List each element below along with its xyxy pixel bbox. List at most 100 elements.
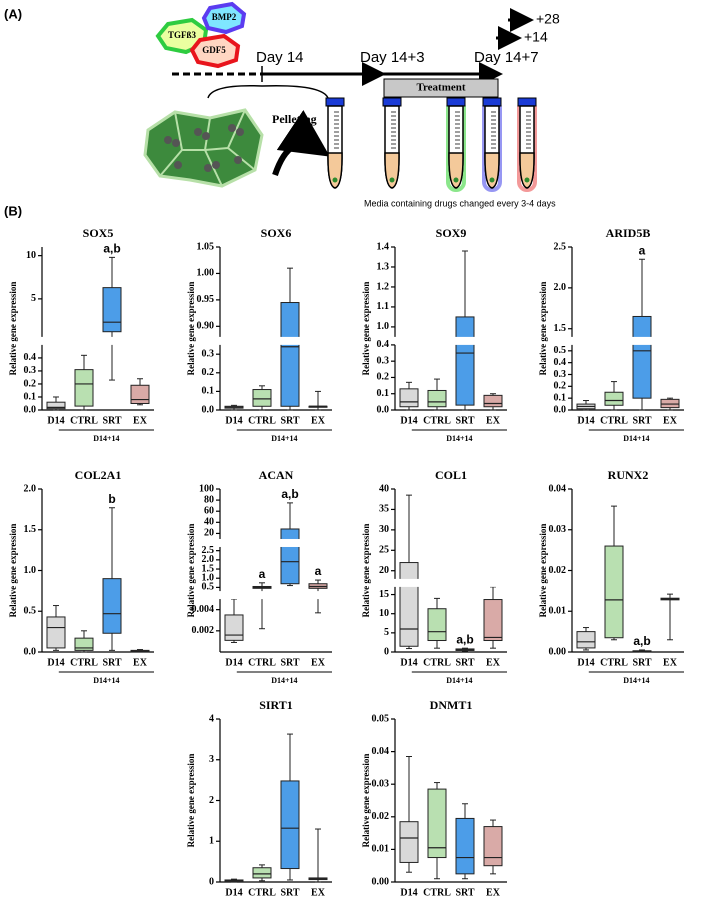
y-axis-label: Relative gene expression: [186, 524, 196, 618]
x-tick-label: CTRL: [70, 415, 98, 426]
box: [427, 788, 447, 859]
y-axis-label: Relative gene expression: [538, 282, 548, 376]
y-tick-label: 0.0: [377, 404, 390, 415]
y-tick-label: 0.95: [197, 294, 215, 305]
y-tick-label: 0.04: [372, 746, 390, 757]
y-tick-label: 0.00: [372, 876, 390, 887]
box: [46, 401, 66, 410]
x-tick-label: D14: [47, 657, 64, 668]
factor-label: TGFß3: [168, 30, 197, 40]
tube: [446, 97, 466, 189]
box: [130, 384, 150, 404]
y-tick-label: 0.3: [377, 355, 390, 366]
note: Media containing drugs changed every 3-4…: [364, 198, 556, 208]
cells: [143, 108, 264, 188]
y-axis-label: Relative gene expression: [186, 282, 196, 376]
box: [280, 528, 300, 585]
panel-label: (B): [4, 203, 22, 218]
y-tick-label: 0.1: [554, 392, 567, 403]
x-tick-label: EX: [311, 887, 326, 898]
tube: [325, 97, 345, 189]
y-tick-label: 80: [204, 494, 214, 505]
x-tick-label: D14: [577, 415, 594, 426]
y-axis-label: Relative gene expression: [361, 282, 371, 376]
y-tick-label: 1.2: [377, 281, 390, 292]
x-tick-label: D14: [47, 415, 64, 426]
y-tick-label: 0.02: [549, 565, 567, 576]
y-tick-label: 15: [379, 589, 389, 600]
x-tick-label: SRT: [280, 887, 299, 898]
x-tick-label: CTRL: [423, 887, 451, 898]
y-tick-label: 1.0: [24, 565, 37, 576]
y-tick-label: 40: [379, 483, 389, 494]
timepoint: Day 14+7: [474, 49, 539, 66]
y-tick-label: 0.1: [202, 386, 215, 397]
factor-label: GDF5: [202, 45, 226, 55]
box: [483, 599, 503, 642]
tube: [382, 97, 402, 189]
chart-title: ARID5B: [606, 226, 651, 240]
box: [399, 562, 419, 647]
box: [632, 315, 652, 399]
y-tick-label: 2: [209, 795, 214, 806]
y-tick-label: 0.5: [554, 345, 567, 356]
x-tick-label: D14: [225, 657, 242, 668]
panel-label: (A): [4, 6, 22, 21]
chart-title: SOX6: [261, 226, 292, 240]
axis-break: [221, 591, 333, 600]
x-tick-label: SRT: [102, 657, 121, 668]
chart-title: DNMT1: [430, 698, 473, 712]
y-tick-label: 10: [379, 608, 389, 619]
axis-break: [221, 538, 333, 547]
pelleting-arrow: [272, 110, 330, 176]
y-tick-label: 0.004: [192, 604, 215, 615]
y-tick-label: 0.01: [372, 844, 390, 855]
box: [427, 389, 447, 408]
x-tick-label: D14: [400, 657, 417, 668]
x-tick-label: EX: [663, 657, 678, 668]
x-tick-label: CTRL: [248, 657, 276, 668]
y-tick-label: 30: [379, 524, 389, 535]
factor-shape: [201, 1, 247, 35]
group-label: D14+14: [93, 676, 119, 685]
significance-label: a,b: [281, 487, 298, 501]
group-label: D14+14: [446, 676, 472, 685]
y-tick-label: 1: [209, 836, 214, 847]
y-tick-label: 2.0: [24, 483, 37, 494]
box: [576, 631, 596, 649]
y-tick-label: 0.2: [377, 372, 390, 383]
y-tick-label: 4: [209, 713, 214, 724]
group-label: D14+14: [446, 434, 472, 443]
treatment-box: [383, 78, 499, 98]
y-tick-label: 1.5: [24, 524, 37, 535]
x-tick-label: SRT: [632, 415, 651, 426]
box: [483, 394, 503, 408]
y-tick-label: 0.4: [554, 357, 567, 368]
y-axis-label: Relative gene expression: [361, 754, 371, 848]
y-tick-label: 0.3: [24, 365, 37, 376]
x-tick-label: EX: [486, 415, 501, 426]
y-tick-label: 0.0: [202, 404, 215, 415]
y-tick-label: 1.0: [377, 321, 390, 332]
y-tick-label: 1.4: [377, 241, 390, 252]
x-tick-label: CTRL: [248, 887, 276, 898]
y-tick-label: 1.0: [202, 573, 215, 584]
y-tick-label: 0.03: [549, 524, 567, 535]
x-tick-label: CTRL: [423, 415, 451, 426]
significance-label: a,b: [456, 632, 473, 646]
x-tick-label: CTRL: [423, 657, 451, 668]
x-tick-label: D14: [400, 887, 417, 898]
tube: [482, 97, 502, 189]
x-tick-label: D14: [225, 415, 242, 426]
y-tick-label: 10: [26, 250, 36, 261]
y-tick-label: 1.1: [377, 301, 390, 312]
y-tick-label: 2.5: [202, 545, 215, 556]
y-tick-label: 0.0: [24, 646, 37, 657]
timepoint: Day 14: [256, 49, 304, 66]
y-tick-label: 1.5: [554, 323, 567, 334]
group-label: D14+14: [271, 434, 297, 443]
box: [102, 287, 122, 333]
y-tick-label: 0.04: [549, 483, 567, 494]
timepoint: Day 14+3: [360, 49, 425, 66]
y-tick-label: 0.00: [549, 646, 567, 657]
